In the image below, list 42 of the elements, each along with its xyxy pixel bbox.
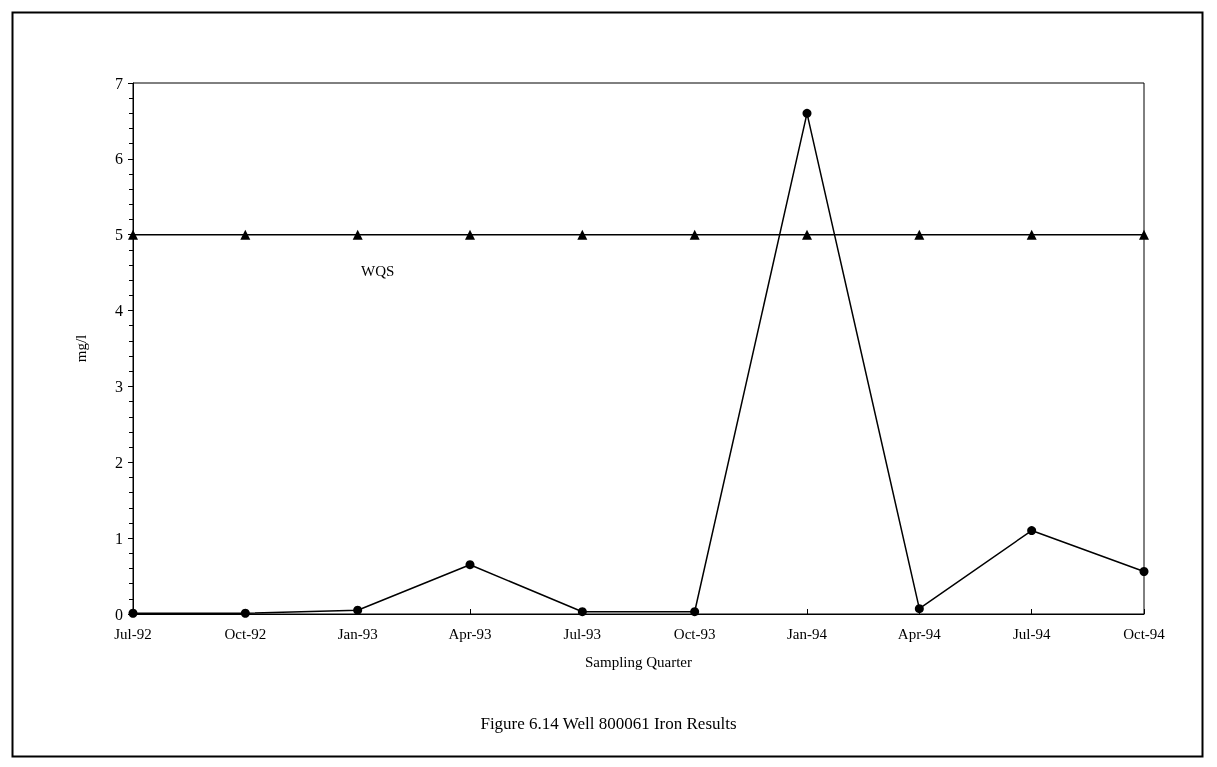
point: [577, 229, 588, 240]
x-tick-label: Oct-94: [1123, 625, 1166, 642]
y-axis-title: mg/l: [72, 334, 89, 363]
x-tick-label: Apr-94: [897, 625, 942, 642]
x-tick-label: Oct-92: [224, 625, 267, 642]
x-tick-label: Jan-93: [337, 625, 378, 642]
point: [1139, 567, 1149, 577]
y-tick-label: 7: [115, 74, 123, 92]
point: [128, 608, 138, 618]
point: [240, 229, 251, 240]
x-tick-label: Oct-93: [673, 625, 716, 642]
point: [802, 108, 812, 118]
point: [689, 229, 700, 240]
point: [577, 607, 587, 617]
point: [1139, 229, 1149, 240]
point: [1026, 229, 1037, 240]
point: [690, 607, 700, 617]
x-tick-label: Jul-93: [563, 625, 602, 642]
text: Figure 6.14 Well 800061 Iron Results: [480, 714, 737, 733]
point: [353, 605, 363, 615]
point: [465, 560, 475, 570]
point: [1027, 526, 1037, 536]
point: [802, 229, 812, 240]
x-tick-label: Jul-94: [1012, 625, 1051, 642]
x-tick-label: Jul-92: [114, 625, 152, 642]
point: [914, 229, 925, 240]
y-tick-label: 5: [115, 226, 123, 244]
y-tick-label: 3: [115, 377, 123, 395]
y-tick-label: 2: [115, 453, 123, 471]
y-tick-label: 1: [115, 529, 123, 547]
y-tick-label: 6: [115, 150, 123, 168]
point: [128, 229, 138, 240]
y-tick-label: 4: [115, 302, 123, 320]
point: [914, 604, 924, 614]
series-label: WQS: [360, 263, 395, 280]
point: [352, 229, 363, 240]
point: [240, 608, 250, 618]
x-tick-label: Apr-93: [448, 625, 492, 642]
x-axis-title: Sampling Quarter: [584, 653, 693, 670]
x-tick-label: Jan-94: [787, 625, 828, 642]
point: [465, 229, 475, 240]
y-tick-label: 0: [115, 605, 123, 623]
